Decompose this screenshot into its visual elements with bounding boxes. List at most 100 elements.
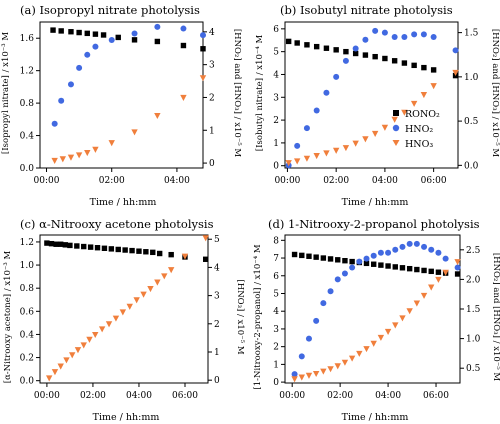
panel-c-hno3-point — [167, 267, 175, 274]
panel-b-hno3-point — [401, 109, 408, 116]
panel-d-hno3-point — [454, 259, 461, 266]
panel-a-hno3-point — [199, 75, 207, 82]
panel-b-plot-frame — [284, 21, 459, 169]
panel-d-hno3-point — [356, 350, 363, 357]
panel-c-title: (c) α-Nitrooxy acetone photolysis — [20, 217, 214, 231]
panel-d-hno2-point — [341, 270, 348, 277]
panel-b-ytick-right-label: 0.5 — [464, 117, 479, 127]
panel-d-xlabel: Time / hh:mm — [342, 412, 409, 423]
panel-c-rono2-point — [115, 246, 121, 253]
panel-d-hno2-point — [406, 240, 413, 247]
panel-a-hno2-point — [180, 25, 187, 32]
panel-b-rono2-point — [372, 53, 378, 60]
legend-label-hno3: HNO₃ — [405, 139, 433, 150]
panel-d-hno3-point — [312, 370, 320, 378]
panel-c-rono2-point — [74, 243, 80, 249]
panel-c-xtick-label: 06:00 — [172, 391, 198, 401]
panel-d-rono2-point — [306, 253, 312, 259]
panel-c-rono2-point — [53, 241, 59, 247]
panel-b-xtick-label: 00:00 — [274, 176, 300, 186]
panel-b-xtick-label: 04:00 — [372, 176, 398, 186]
panel-b-rono2-point — [343, 48, 349, 55]
panel-b-hno3-point — [303, 155, 311, 162]
panel-b-hno3-point — [285, 160, 292, 167]
panel-a-ytick-right-label: 2 — [209, 93, 215, 103]
panel-a-ytick-left-label: 1.2 — [20, 67, 34, 77]
panel-a-title: (a) Isopropyl nitrate photolysis — [20, 3, 200, 17]
panel-b-rono2-point — [294, 40, 300, 46]
panel-b-hno3-point — [342, 145, 350, 152]
panel-b-hno3-point — [381, 124, 389, 131]
panel-a-hno2-point — [76, 64, 83, 71]
panel-d-hno2-point — [291, 371, 298, 378]
panel-a-rono2-point — [180, 42, 187, 49]
panel-a-hno3-point — [92, 146, 99, 153]
panel-a-hno3-point — [108, 140, 115, 147]
panel-c-xlabel: Time / hh:mm — [93, 412, 160, 423]
panel-a-rono2-point — [154, 38, 161, 45]
panel-d-rono2-point — [435, 269, 442, 275]
panel-a-hno2-point — [84, 51, 91, 58]
panel-a-rono2-point — [92, 31, 99, 37]
panel-d-rono2-point — [392, 264, 398, 270]
panel-a-hno2-point — [51, 120, 58, 127]
panel-b-ytick-right-label: 0.0 — [464, 161, 479, 171]
panel-d-hno3-point — [370, 340, 377, 347]
panel-a-hno2-point — [67, 81, 74, 88]
panel-b-hno2-point — [401, 34, 408, 41]
panel-c-hno3-point — [86, 336, 93, 343]
panel-c-hno3-point — [202, 235, 209, 242]
panel-b-ytick-right-label: 1.5 — [464, 29, 479, 39]
panel-c-rono2-point — [129, 247, 135, 254]
panel-c-ytick-right-label: 2 — [214, 320, 220, 330]
panel-d-ytick-left-label: 3 — [273, 325, 279, 335]
panel-d-rono2-point — [406, 265, 413, 272]
panel-d-xtick-label: 02:00 — [327, 391, 353, 401]
legend: RONO₂ HNO₂ HNO₃ — [392, 109, 440, 150]
panel-b-hno3-point — [420, 91, 428, 99]
panel-d-ytick-right-label: 1.0 — [466, 335, 481, 345]
legend-label-hno2: HNO₂ — [405, 124, 433, 135]
legend-label-rono2: RONO₂ — [405, 109, 440, 120]
panel-d-hno3-point — [363, 346, 370, 353]
panel-d-rono2-point — [320, 255, 327, 261]
panel-b-ytick-left-label: 0 — [273, 162, 279, 172]
panel-c-ytick-left-label: 0.2 — [20, 354, 34, 364]
panel-b-title: (b) Isobutyl nitrate photolysis — [280, 3, 453, 17]
panel-b-xtick-label: 02:00 — [323, 176, 349, 186]
panel-a: (a) Isopropyl nitrate photolysis [Isopro… — [1, 3, 242, 208]
panel-d-hno3-point — [435, 276, 442, 283]
panel-d-ytick-left-label: 2 — [273, 343, 279, 353]
panel-c-xtick-label: 02:00 — [80, 391, 106, 401]
panel-d-xtick-label: 04:00 — [375, 391, 401, 401]
panel-b-rono2-point — [382, 55, 388, 62]
panel-d-rono2-point — [363, 260, 370, 267]
panel-d: (d) 1-Nitrooxy-2-propanol photolysis [1-… — [253, 217, 500, 423]
panel-d-hno2-point — [399, 243, 406, 250]
panel-b-rono2-point — [362, 52, 369, 58]
panel-b-hno2-point — [333, 73, 340, 80]
legend-swatch-hno3 — [392, 140, 400, 146]
panel-c-hno3-point — [92, 331, 99, 339]
panel-a-ytick-right-label: 4 — [209, 28, 215, 38]
panel-b-hno2-point — [430, 34, 437, 41]
panel-b: (b) Isobutyl nitrate photolysis [Isobuty… — [255, 3, 500, 208]
panel-c-hno3-point — [69, 352, 76, 359]
panel-c-rono2-point — [136, 248, 142, 254]
legend-swatch-hno2 — [392, 124, 400, 132]
panel-b-ytick-left-label: 1 — [273, 139, 279, 149]
panel-d-ytick-left-label: 6 — [273, 272, 279, 282]
panel-c-hno3-point — [140, 291, 147, 298]
panel-d-hno2-point — [385, 249, 392, 256]
panel-c-rono2-point — [122, 247, 128, 253]
panel-c-rono2-point — [62, 242, 69, 248]
panel-b-hno3-point — [323, 150, 330, 157]
panel-d-hno2-point — [298, 353, 305, 360]
panel-c-rono2-point — [58, 241, 64, 247]
panel-b-xtick-label: 06:00 — [421, 176, 447, 186]
panel-d-hno2-point — [392, 246, 399, 253]
panel-b-hno2-point — [452, 47, 459, 54]
panel-c-hno3-point — [154, 279, 161, 286]
panel-d-hno3-point — [298, 374, 305, 381]
panel-b-rono2-point — [333, 47, 339, 53]
